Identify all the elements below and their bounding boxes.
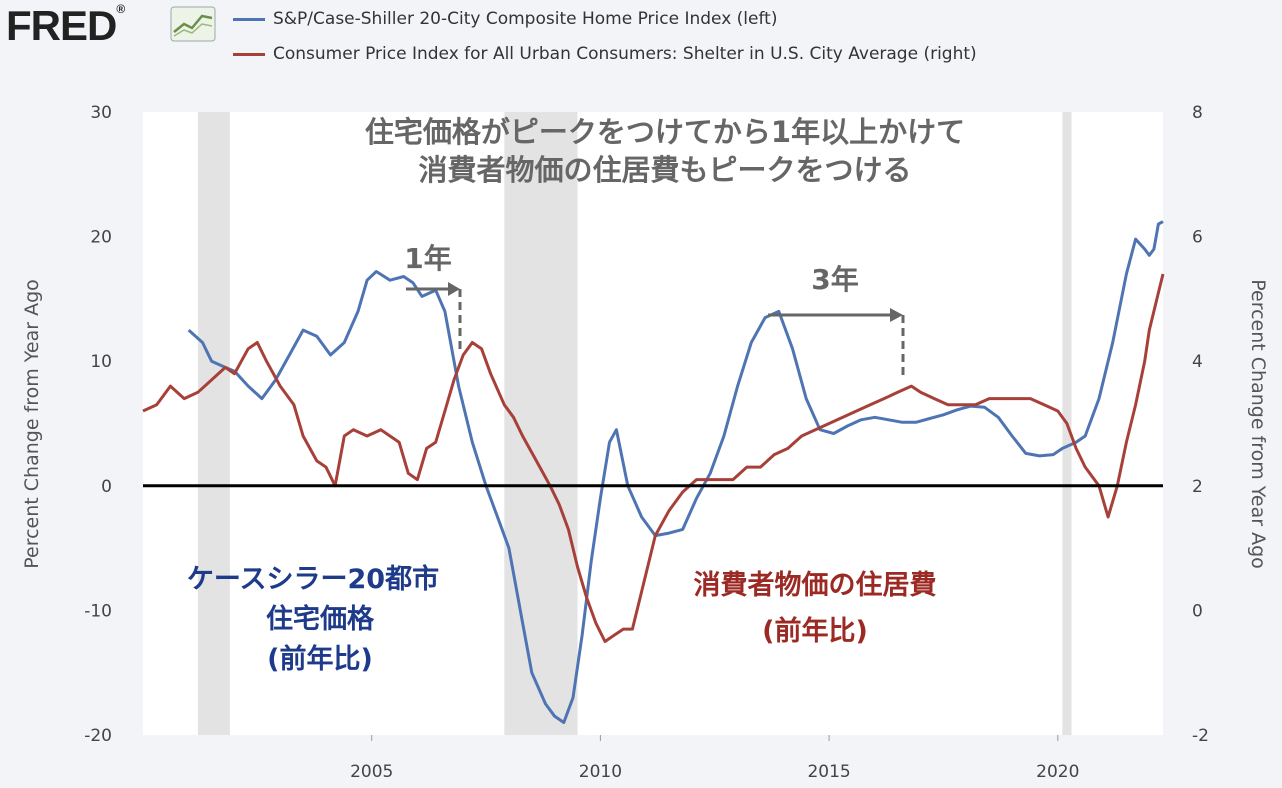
line-chart-logo-icon [170, 6, 216, 42]
fred-logo: FRED® [6, 2, 125, 49]
annotation-red-line1: 消費者物価の住居費 [694, 569, 937, 601]
plot-background [143, 112, 1163, 735]
left-tick-label: 0 [101, 477, 112, 497]
annotation-gap2: 3年 [811, 263, 858, 296]
annotation-blue-line2: 住宅価格 [266, 603, 375, 635]
x-tick-label: 2010 [579, 762, 622, 782]
legend-swatch-series1 [233, 17, 265, 21]
right-tick-label: -2 [1192, 726, 1209, 746]
registered-mark: ® [116, 2, 125, 16]
x-tick-label: 2020 [1036, 762, 1079, 782]
left-tick-label: 30 [90, 103, 112, 123]
left-tick-label: 10 [90, 352, 112, 372]
series-line-1 [187, 220, 1164, 724]
series-line-2 [142, 273, 1165, 643]
annotation-gap1: 1年 [404, 242, 451, 275]
gap1-arrow [406, 282, 462, 350]
legend-item-series2[interactable]: Consumer Price Index for All Urban Consu… [233, 44, 977, 64]
left-tick-label: -20 [84, 726, 112, 746]
legend-label-series2: Consumer Price Index for All Urban Consu… [273, 44, 977, 64]
left-axis-title: Percent Change from Year Ago [21, 279, 43, 569]
annotation-title-line2: 消費者物価の住居費もピークをつける [418, 153, 911, 187]
legend-label-series1: S&P/Case-Shiller 20-City Composite Home … [273, 9, 778, 29]
legend-item-series1[interactable]: S&P/Case-Shiller 20-City Composite Home … [233, 9, 777, 29]
x-tick-label: 2005 [350, 762, 393, 782]
gap2-arrow [768, 308, 905, 376]
annotation-blue-line1: ケースシラー20都市 [187, 563, 439, 595]
right-tick-label: 2 [1192, 477, 1203, 497]
annotation-title-line1: 住宅価格がピークをつけてから1年以上かけて [365, 115, 965, 149]
legend-swatch-series2 [233, 52, 265, 56]
left-tick-label: -10 [84, 601, 112, 621]
recession-band-0 [197, 112, 230, 735]
x-tick-label: 2015 [807, 762, 850, 782]
left-tick-label: 20 [90, 228, 112, 248]
annotation-blue-line3: (前年比) [267, 643, 373, 675]
right-axis-title: Percent Change from Year Ago [1247, 279, 1269, 569]
annotation-red-line2: (前年比) [762, 615, 868, 647]
right-tick-label: 8 [1192, 103, 1203, 123]
right-tick-label: 0 [1192, 601, 1203, 621]
right-tick-label: 4 [1192, 352, 1203, 372]
right-tick-label: 6 [1192, 228, 1203, 248]
